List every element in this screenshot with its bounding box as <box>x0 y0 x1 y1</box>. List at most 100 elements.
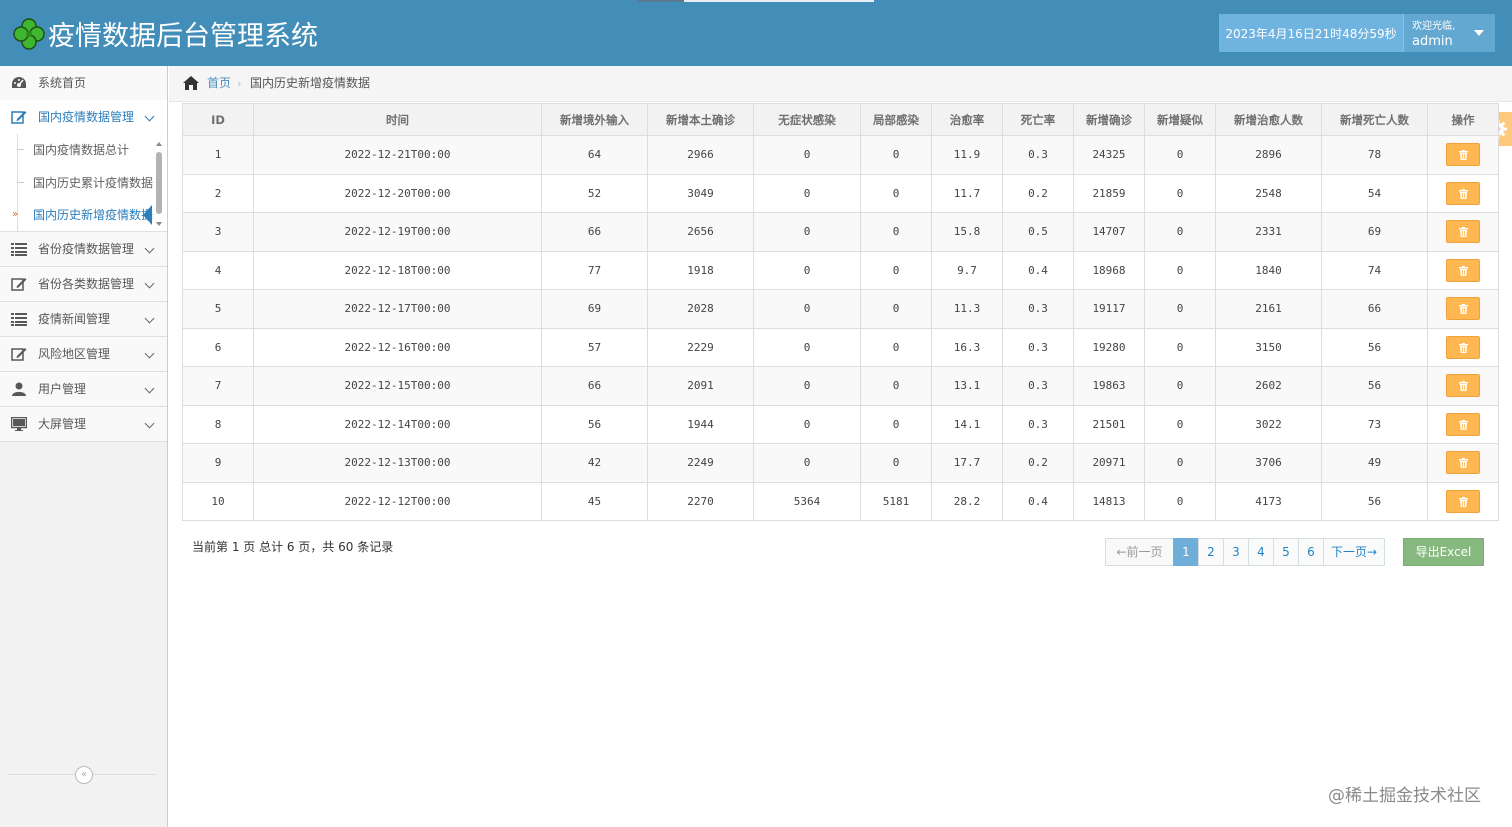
prev-page-button[interactable]: ←前一页 <box>1105 538 1174 566</box>
user-icon <box>12 382 26 396</box>
page-button[interactable]: 6 <box>1298 538 1324 566</box>
app-logo[interactable]: 疫情数据后台管理系统 <box>12 14 318 53</box>
page-button[interactable]: 4 <box>1248 538 1274 566</box>
table-cell: 0 <box>860 135 932 175</box>
delete-row-button[interactable] <box>1446 489 1480 513</box>
page-button[interactable]: 5 <box>1273 538 1299 566</box>
table-cell: 49 <box>1321 443 1428 483</box>
table-cell: 0.4 <box>1002 481 1074 521</box>
table-row: 1 2022-12-21T00:00 64 2966 0 0 11.9 0.3 24325 0 28… <box>182 135 1499 175</box>
submenu-scrollbar[interactable] <box>155 142 163 232</box>
action-cell <box>1427 481 1499 521</box>
delete-row-button[interactable] <box>1446 143 1480 167</box>
breadcrumb-home-link[interactable]: 首页 <box>207 76 232 90</box>
action-cell <box>1427 135 1499 175</box>
welcome-text: 欢迎光临, <box>1412 21 1456 32</box>
sidebar-item-bigscreen[interactable]: 大屏管理 <box>0 407 167 442</box>
table-cell: 15.8 <box>931 212 1003 252</box>
desktop-icon <box>11 417 27 431</box>
chevron-down-icon <box>144 278 155 289</box>
table-cell: 0 <box>753 173 861 213</box>
table-cell: 2249 <box>647 443 754 483</box>
table-cell: 7 <box>182 366 254 406</box>
sidebar-item-province-category[interactable]: 省份各类数据管理 <box>0 267 167 302</box>
column-header: 新增治愈人数 <box>1215 103 1322 136</box>
sidebar-item-home[interactable]: 系统首页 <box>0 66 167 101</box>
sidebar-item-domestic-data[interactable]: 国内疫情数据管理 <box>0 100 167 135</box>
user-menu-toggle[interactable]: 欢迎光临, admin <box>1403 14 1495 52</box>
sidebar-item-news[interactable]: 疫情新闻管理 <box>0 302 167 337</box>
table-cell: 16.3 <box>931 327 1003 367</box>
top-tab-strip <box>638 0 874 2</box>
delete-row-button[interactable] <box>1446 412 1480 436</box>
table-cell: 13.1 <box>931 366 1003 406</box>
edit-icon <box>11 111 27 124</box>
table-cell: 52 <box>541 173 648 213</box>
table-cell: 24325 <box>1073 135 1145 175</box>
table-cell: 0 <box>860 250 932 290</box>
table-cell: 45 <box>541 481 648 521</box>
table-cell: 2022-12-20T00:00 <box>253 173 542 213</box>
column-header: 无症状感染 <box>753 103 861 136</box>
table-cell: 5364 <box>753 481 861 521</box>
delete-row-button[interactable] <box>1446 335 1480 359</box>
delete-row-button[interactable] <box>1446 258 1480 282</box>
page-button[interactable]: 1 <box>1173 538 1199 566</box>
submenu-item-history-new[interactable]: » 国内历史新增疫情数据 <box>0 199 153 231</box>
table-body: 1 2022-12-21T00:00 64 2966 0 0 11.9 0.3 24325 0 28… <box>182 135 1499 521</box>
action-cell <box>1427 404 1499 444</box>
page-button[interactable]: 3 <box>1223 538 1249 566</box>
table-cell: 0 <box>860 443 932 483</box>
table-cell: 21501 <box>1073 404 1145 444</box>
sidebar-item-users[interactable]: 用户管理 <box>0 372 167 407</box>
record-info: 当前第 1 页 总计 6 页，共 60 条记录 <box>192 540 394 554</box>
export-excel-button[interactable]: 导出Excel <box>1403 538 1484 566</box>
sidebar: 系统首页 国内疫情数据管理 国内疫情数据总计 国内历史累计疫情数据 » 国内历史… <box>0 66 168 827</box>
delete-row-button[interactable] <box>1446 374 1480 398</box>
table-cell: 56 <box>1321 481 1428 521</box>
column-header: ID <box>182 103 254 136</box>
table-cell: 0 <box>753 212 861 252</box>
table-cell: 0.2 <box>1002 173 1074 213</box>
table-cell: 9.7 <box>931 250 1003 290</box>
table-cell: 56 <box>1321 327 1428 367</box>
table-cell: 5 <box>182 289 254 329</box>
table-cell: 56 <box>541 404 648 444</box>
table-cell: 0 <box>1144 443 1216 483</box>
table-cell: 42 <box>541 443 648 483</box>
submenu-item-domestic-total[interactable]: 国内疫情数据总计 <box>0 134 152 166</box>
table-cell: 0 <box>1144 327 1216 367</box>
trash-icon <box>1459 419 1468 430</box>
sidebar-item-risk-areas[interactable]: 风险地区管理 <box>0 337 167 372</box>
table-cell: 0 <box>1144 404 1216 444</box>
list-icon <box>11 313 27 326</box>
trash-icon <box>1459 227 1468 238</box>
next-page-button[interactable]: 下一页→ <box>1323 538 1385 566</box>
submenu-item-history-cumulative[interactable]: 国内历史累计疫情数据 <box>0 167 153 199</box>
table-cell: 4 <box>182 250 254 290</box>
column-header: 新增死亡人数 <box>1321 103 1428 136</box>
table-cell: 5181 <box>860 481 932 521</box>
breadcrumb-separator: › <box>237 77 242 90</box>
delete-row-button[interactable] <box>1446 451 1480 475</box>
delete-row-button[interactable] <box>1446 297 1480 321</box>
chevron-down-icon <box>144 348 155 359</box>
epidemic-data-table: ID 时间 新增境外输入 新增本土确诊 无症状感染 局部感染 治愈率 死亡率 新增确诊 新增疑似新… <box>182 103 1499 521</box>
table-cell: 2022-12-13T00:00 <box>253 443 542 483</box>
table-cell: 2022-12-14T00:00 <box>253 404 542 444</box>
sidebar-collapse-button[interactable]: « <box>75 766 93 784</box>
sidebar-item-label: 省份疫情数据管理 <box>38 242 135 256</box>
table-cell: 17.7 <box>931 443 1003 483</box>
table-cell: 0.3 <box>1002 327 1074 367</box>
table-cell: 0 <box>860 289 932 329</box>
action-cell <box>1427 212 1499 252</box>
table-cell: 2602 <box>1215 366 1322 406</box>
delete-row-button[interactable] <box>1446 220 1480 244</box>
sidebar-item-province-data[interactable]: 省份疫情数据管理 <box>0 232 167 267</box>
page-button[interactable]: 2 <box>1198 538 1224 566</box>
delete-row-button[interactable] <box>1446 181 1480 205</box>
sidebar-item-label: 系统首页 <box>38 76 87 90</box>
table-cell: 57 <box>541 327 648 367</box>
table-cell: 0 <box>753 250 861 290</box>
table-cell: 9 <box>182 443 254 483</box>
